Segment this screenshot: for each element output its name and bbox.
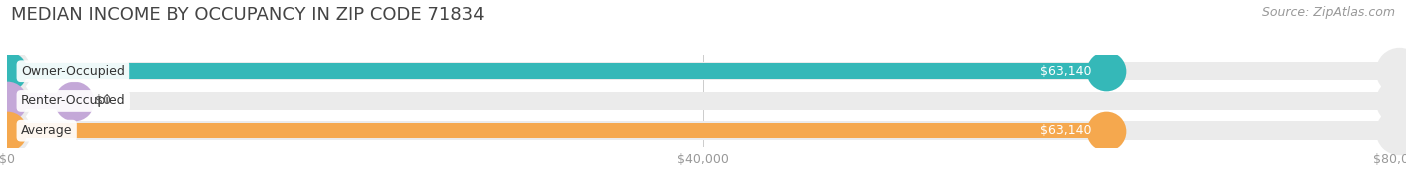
Text: Average: Average <box>21 124 73 137</box>
Text: Owner-Occupied: Owner-Occupied <box>21 65 125 78</box>
Text: $63,140: $63,140 <box>1040 124 1091 137</box>
Bar <box>7 122 1399 140</box>
Text: $63,140: $63,140 <box>1040 65 1091 78</box>
Text: MEDIAN INCOME BY OCCUPANCY IN ZIP CODE 71834: MEDIAN INCOME BY OCCUPANCY IN ZIP CODE 7… <box>11 6 485 24</box>
Bar <box>7 64 1105 79</box>
Text: Source: ZipAtlas.com: Source: ZipAtlas.com <box>1261 6 1395 19</box>
Bar <box>7 92 1399 110</box>
Text: $0: $0 <box>94 94 111 107</box>
Text: Renter-Occupied: Renter-Occupied <box>21 94 125 107</box>
Bar <box>7 62 1399 80</box>
Bar <box>7 93 75 109</box>
Bar <box>7 123 1105 138</box>
